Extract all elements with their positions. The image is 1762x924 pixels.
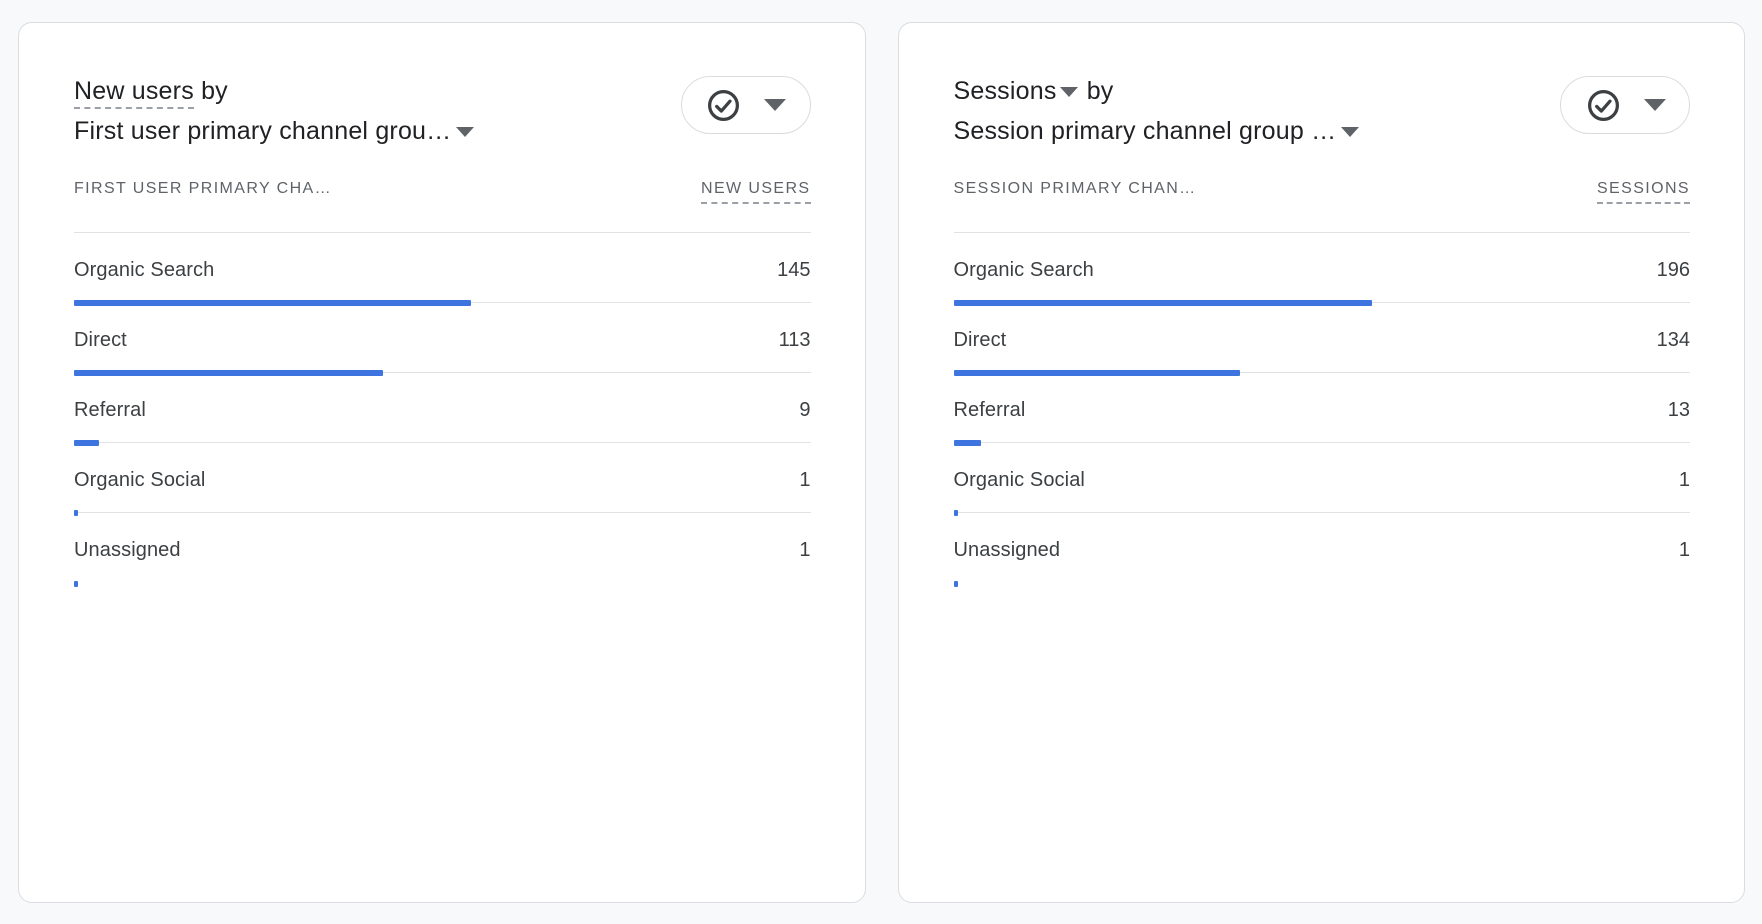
metric-value: 145 [777, 259, 811, 281]
dimension-label: First user primary channel grou… [74, 117, 452, 145]
table-row: Direct 134 [953, 303, 1690, 376]
chart-options-button[interactable] [680, 76, 811, 134]
metric-value: 196 [1656, 259, 1690, 281]
sessions-card: Sessions by Session primary channel grou… [897, 22, 1745, 903]
dimension-label: Session primary channel group … [953, 117, 1337, 145]
dimension-selector[interactable]: First user primary channel grou… [74, 111, 475, 151]
table-row: Unassigned 1 [74, 513, 811, 587]
value-bar [74, 369, 384, 376]
metric-value: 1 [799, 469, 811, 491]
metric-title-line: Sessions by [954, 71, 1360, 111]
chevron-down-icon [764, 99, 786, 111]
channel-table: Organic Search 145 Direct 113 Referral 9 Organ… [74, 233, 811, 587]
check-circle-icon [708, 89, 739, 121]
table-row: Referral 9 [74, 373, 811, 446]
metric-value: 113 [778, 329, 811, 351]
table-row: Organic Social 1 [74, 443, 811, 516]
value-bar [953, 369, 1240, 376]
metric-value: 1 [1678, 469, 1690, 491]
card-header: New users by First user primary channel … [74, 71, 811, 151]
value-bar [74, 439, 99, 446]
chevron-down-icon [1643, 99, 1666, 111]
table-row: Organic Search 145 [74, 233, 811, 306]
value-bar [74, 299, 471, 306]
channel-label: Direct [953, 329, 1007, 351]
value-bar [953, 580, 958, 587]
table-row: Direct 113 [74, 303, 811, 376]
value-bar [953, 299, 1372, 306]
channel-label: Organic Search [74, 259, 215, 281]
chart-options-button[interactable] [1560, 76, 1690, 134]
metric-value: 1 [1678, 539, 1690, 561]
value-bar [953, 439, 982, 446]
metric-column-header[interactable]: NEW USERS [701, 179, 811, 204]
new-users-card: New users by First user primary channel … [18, 22, 866, 903]
channel-label: Direct [74, 329, 127, 351]
table-row: Organic Search 196 [953, 233, 1690, 306]
channel-label: Unassigned [74, 539, 181, 561]
table-column-headers: FIRST USER PRIMARY CHA… NEW USERS [74, 179, 811, 233]
dimension-column-header: FIRST USER PRIMARY CHA… [74, 180, 333, 197]
card-header: Sessions by Session primary channel grou… [954, 71, 1690, 151]
channel-label: Organic Social [74, 469, 206, 491]
card-title: Sessions by Session primary channel grou… [954, 71, 1360, 151]
metric-value: 13 [1667, 399, 1690, 421]
table-column-headers: SESSION PRIMARY CHAN… SESSIONS [953, 179, 1690, 233]
metric-title-line: New users by [74, 71, 474, 111]
metric-label-tooltip[interactable]: New users [74, 76, 194, 109]
dimension-column-header: SESSION PRIMARY CHAN… [953, 180, 1197, 197]
check-circle-icon [1587, 89, 1619, 121]
table-row: Organic Social 1 [953, 443, 1690, 516]
chevron-down-icon [1341, 127, 1360, 137]
metric-value: 134 [1656, 329, 1690, 351]
value-bar [74, 580, 78, 587]
channel-label: Referral [953, 399, 1026, 421]
channel-label: Unassigned [953, 539, 1061, 561]
metric-selector[interactable]: Sessions [953, 77, 1057, 105]
dimension-selector[interactable]: Session primary channel group … [954, 111, 1360, 151]
metric-column-header[interactable]: SESSIONS [1596, 179, 1690, 204]
by-label: by [1086, 77, 1114, 105]
value-bar [953, 509, 958, 516]
value-bar [74, 509, 78, 516]
table-row: Referral 13 [953, 373, 1690, 446]
table-row: Unassigned 1 [953, 513, 1690, 587]
channel-label: Organic Social [953, 469, 1085, 491]
metric-value: 1 [799, 539, 811, 561]
channel-label: Organic Search [953, 259, 1094, 281]
channel-label: Referral [74, 399, 146, 421]
channel-table: Organic Search 196 Direct 134 Referral 13 Orga… [953, 233, 1690, 587]
card-title: New users by First user primary channel … [74, 71, 475, 151]
by-label: by [201, 77, 228, 105]
chevron-down-icon [456, 127, 475, 137]
chevron-down-icon [1059, 87, 1078, 97]
metric-value: 9 [799, 399, 811, 421]
